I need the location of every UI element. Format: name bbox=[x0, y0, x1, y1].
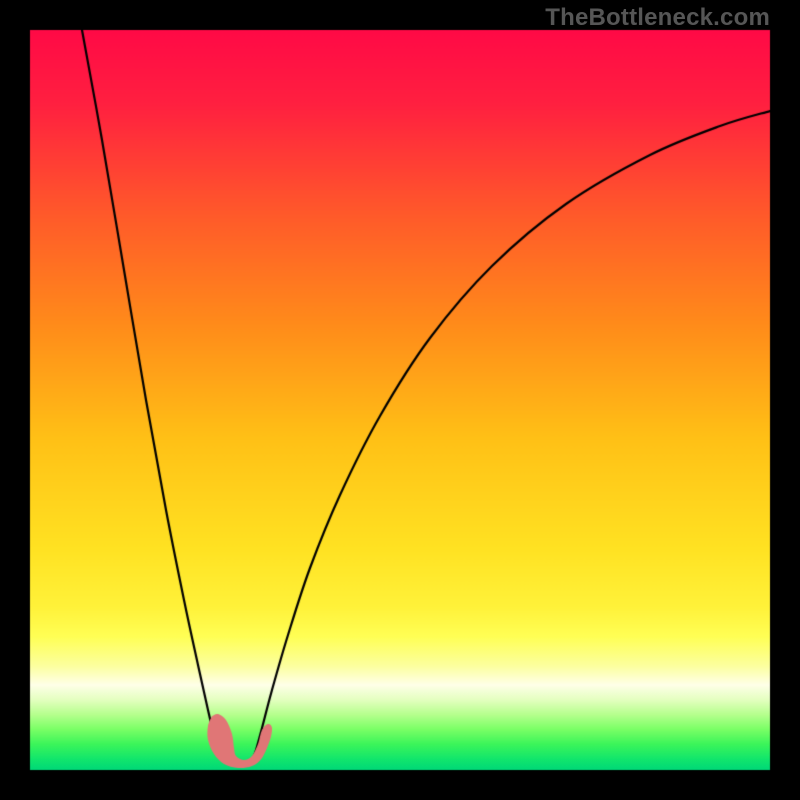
chart-stage: TheBottleneck.com bbox=[0, 0, 800, 800]
bottleneck-chart-canvas bbox=[0, 0, 800, 800]
watermark-text: TheBottleneck.com bbox=[545, 4, 770, 32]
